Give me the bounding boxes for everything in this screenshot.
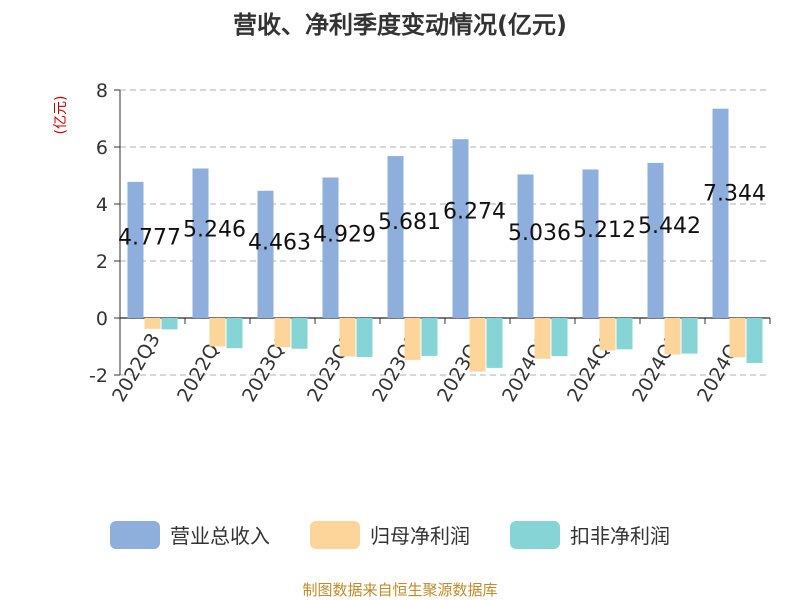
bar-2022Q3-2 (144, 318, 161, 329)
y-tick-label: 2 (96, 251, 108, 273)
legend-swatch (310, 521, 360, 549)
y-tick-label: 4 (96, 194, 108, 216)
data-label-2023Q4: 6.274 (443, 200, 506, 225)
bar-2024Q4-1 (712, 108, 729, 318)
bar-2023Q3-2 (404, 318, 421, 360)
y-tick-label: 0 (96, 308, 108, 330)
y-tick-label: -2 (89, 365, 108, 387)
data-label-2022Q3: 4.777 (118, 225, 181, 250)
data-label-2024Q1: 5.036 (508, 221, 571, 246)
bar-2022Q4-2 (209, 318, 226, 347)
bar-2023Q1-1 (257, 190, 274, 318)
bar-2024Q4-3 (746, 318, 763, 364)
bar-2023Q1-3 (291, 318, 308, 349)
bar-2024Q4-2 (729, 318, 746, 358)
legend-label: 归母净利润 (370, 524, 470, 548)
legend-label: 营业总收入 (170, 524, 270, 548)
bar-2022Q3-1 (127, 181, 144, 318)
bar-2024Q3-1 (647, 162, 664, 318)
legend-item-1[interactable]: 营业总收入 (110, 521, 270, 549)
bar-2024Q1-1 (517, 174, 534, 318)
bar-2023Q1-2 (274, 318, 291, 348)
y-tick-label: 8 (96, 80, 108, 102)
bar-2024Q1-3 (551, 318, 568, 357)
x-tick-label: 2022Q3 (108, 330, 165, 406)
data-label-2024Q4: 7.344 (703, 181, 766, 206)
y-tick-label: 6 (96, 137, 108, 159)
bar-2022Q4-1 (192, 168, 209, 318)
legend-swatch (110, 521, 160, 549)
bar-2023Q4-3 (486, 318, 503, 368)
bar-2024Q2-1 (582, 169, 599, 318)
bar-2022Q3-3 (161, 318, 178, 330)
bar-layer (127, 108, 763, 372)
data-label-2022Q4: 5.246 (183, 217, 246, 242)
bar-2023Q4-1 (452, 139, 469, 318)
bar-2024Q2-3 (616, 318, 633, 350)
bar-2022Q4-3 (226, 318, 243, 349)
bar-2024Q3-2 (664, 318, 681, 355)
legend-item-2[interactable]: 归母净利润 (310, 521, 470, 549)
legend-item-3[interactable]: 扣非净利润 (510, 521, 670, 549)
bar-2024Q1-2 (534, 318, 551, 359)
bar-2023Q3-1 (387, 156, 404, 318)
data-label-2023Q2: 4.929 (313, 223, 376, 248)
bar-2023Q2-2 (339, 318, 356, 357)
data-label-2024Q2: 5.212 (573, 218, 636, 243)
y-axis-unit-label: (亿元) (53, 96, 69, 135)
data-label-2024Q3: 5.442 (638, 214, 701, 239)
bar-2024Q3-3 (681, 318, 698, 354)
bar-2023Q3-3 (421, 318, 438, 356)
legend-label: 扣非净利润 (570, 524, 670, 548)
legend-swatch (510, 521, 560, 549)
bar-2023Q2-1 (322, 177, 339, 318)
data-label-2023Q3: 5.681 (378, 210, 441, 235)
bar-2023Q4-2 (469, 318, 486, 372)
bar-2023Q2-3 (356, 318, 373, 358)
legend: 营业总收入 归母净利润 扣非净利润 (110, 521, 670, 549)
chart-title: 营收、净利季度变动情况(亿元) (233, 11, 567, 39)
data-label-2023Q1: 4.463 (248, 231, 311, 256)
bar-2024Q2-2 (599, 318, 616, 351)
data-source-note: 制图数据来自恒生聚源数据库 (302, 581, 497, 599)
